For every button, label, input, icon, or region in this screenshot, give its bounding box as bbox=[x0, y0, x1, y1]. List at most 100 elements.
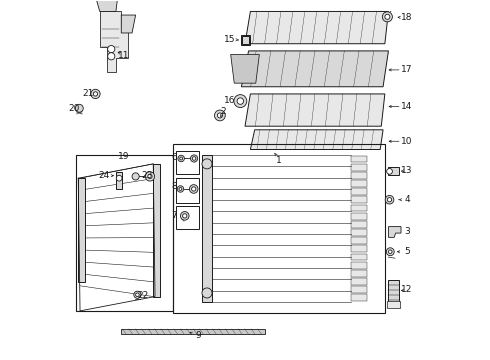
Circle shape bbox=[91, 89, 100, 99]
Circle shape bbox=[192, 157, 196, 160]
Bar bbox=[351, 246, 367, 252]
Text: 7: 7 bbox=[171, 211, 177, 220]
Circle shape bbox=[75, 104, 83, 112]
Bar bbox=[173, 144, 385, 313]
Text: 1: 1 bbox=[276, 156, 282, 165]
Bar bbox=[351, 254, 367, 260]
Circle shape bbox=[180, 157, 183, 160]
Polygon shape bbox=[100, 12, 128, 72]
Text: 4: 4 bbox=[404, 195, 410, 204]
Bar bbox=[351, 221, 367, 228]
Polygon shape bbox=[122, 15, 136, 33]
Bar bbox=[242, 36, 248, 44]
Circle shape bbox=[180, 212, 189, 220]
Circle shape bbox=[388, 198, 392, 202]
Bar bbox=[389, 167, 399, 175]
Circle shape bbox=[93, 92, 98, 96]
Circle shape bbox=[192, 187, 196, 191]
Circle shape bbox=[382, 12, 392, 22]
Bar bbox=[351, 172, 367, 179]
Circle shape bbox=[218, 113, 222, 118]
Bar bbox=[351, 286, 367, 293]
Bar bbox=[388, 280, 399, 304]
Polygon shape bbox=[250, 130, 383, 149]
Text: 12: 12 bbox=[401, 285, 413, 294]
Text: 16: 16 bbox=[224, 96, 236, 105]
Polygon shape bbox=[96, 0, 118, 12]
Text: 22: 22 bbox=[137, 291, 148, 300]
Circle shape bbox=[136, 293, 139, 297]
Text: 20: 20 bbox=[68, 104, 79, 113]
Bar bbox=[76, 155, 173, 311]
Text: 5: 5 bbox=[404, 247, 410, 256]
Bar bbox=[351, 262, 367, 269]
Circle shape bbox=[179, 188, 182, 190]
Circle shape bbox=[183, 214, 187, 218]
Bar bbox=[351, 180, 367, 187]
Circle shape bbox=[385, 14, 390, 19]
Bar bbox=[351, 156, 367, 162]
Text: 10: 10 bbox=[401, 137, 413, 146]
Text: 9: 9 bbox=[196, 332, 201, 341]
Text: 15: 15 bbox=[224, 35, 236, 44]
Text: 8: 8 bbox=[171, 182, 177, 191]
Circle shape bbox=[202, 288, 212, 298]
Circle shape bbox=[132, 173, 139, 180]
Bar bbox=[351, 197, 367, 203]
Bar bbox=[153, 164, 160, 297]
Bar bbox=[351, 278, 367, 285]
Circle shape bbox=[202, 159, 212, 169]
Circle shape bbox=[134, 291, 141, 298]
Polygon shape bbox=[245, 12, 389, 44]
Bar bbox=[122, 329, 265, 334]
Polygon shape bbox=[389, 226, 401, 237]
Text: 2: 2 bbox=[220, 107, 225, 116]
Bar bbox=[351, 237, 367, 244]
Circle shape bbox=[108, 53, 115, 60]
Bar bbox=[78, 178, 85, 282]
Text: 17: 17 bbox=[401, 66, 413, 75]
Bar bbox=[387, 301, 400, 308]
Bar bbox=[351, 188, 367, 195]
Bar bbox=[241, 35, 250, 45]
Bar bbox=[176, 178, 199, 203]
Polygon shape bbox=[245, 94, 385, 126]
Text: 21: 21 bbox=[83, 89, 94, 98]
Circle shape bbox=[234, 95, 247, 108]
Circle shape bbox=[190, 185, 198, 193]
Bar bbox=[116, 172, 122, 189]
Circle shape bbox=[387, 168, 392, 174]
Text: 3: 3 bbox=[404, 228, 410, 237]
Circle shape bbox=[389, 250, 392, 253]
Text: 19: 19 bbox=[119, 152, 130, 161]
Bar bbox=[351, 229, 367, 236]
Circle shape bbox=[386, 248, 394, 256]
Text: 24: 24 bbox=[99, 171, 110, 180]
Text: 14: 14 bbox=[401, 102, 413, 111]
Circle shape bbox=[191, 155, 197, 162]
Bar bbox=[202, 155, 212, 302]
Text: 18: 18 bbox=[401, 13, 413, 22]
Bar bbox=[176, 206, 199, 229]
Circle shape bbox=[146, 172, 155, 181]
Text: 6: 6 bbox=[171, 153, 177, 162]
Bar bbox=[176, 150, 199, 174]
Text: 13: 13 bbox=[401, 166, 413, 175]
Circle shape bbox=[148, 174, 152, 179]
Circle shape bbox=[116, 175, 122, 181]
Circle shape bbox=[237, 98, 244, 104]
Bar bbox=[351, 204, 367, 211]
Circle shape bbox=[178, 155, 184, 162]
Polygon shape bbox=[242, 51, 389, 87]
Circle shape bbox=[385, 195, 394, 204]
Bar bbox=[351, 164, 367, 171]
Circle shape bbox=[177, 186, 184, 192]
Bar bbox=[351, 213, 367, 220]
Circle shape bbox=[215, 110, 225, 121]
Polygon shape bbox=[231, 54, 259, 83]
Circle shape bbox=[108, 45, 115, 53]
Text: 23: 23 bbox=[142, 171, 153, 180]
Bar bbox=[351, 270, 367, 277]
Bar bbox=[351, 294, 367, 301]
Text: 11: 11 bbox=[119, 51, 130, 60]
